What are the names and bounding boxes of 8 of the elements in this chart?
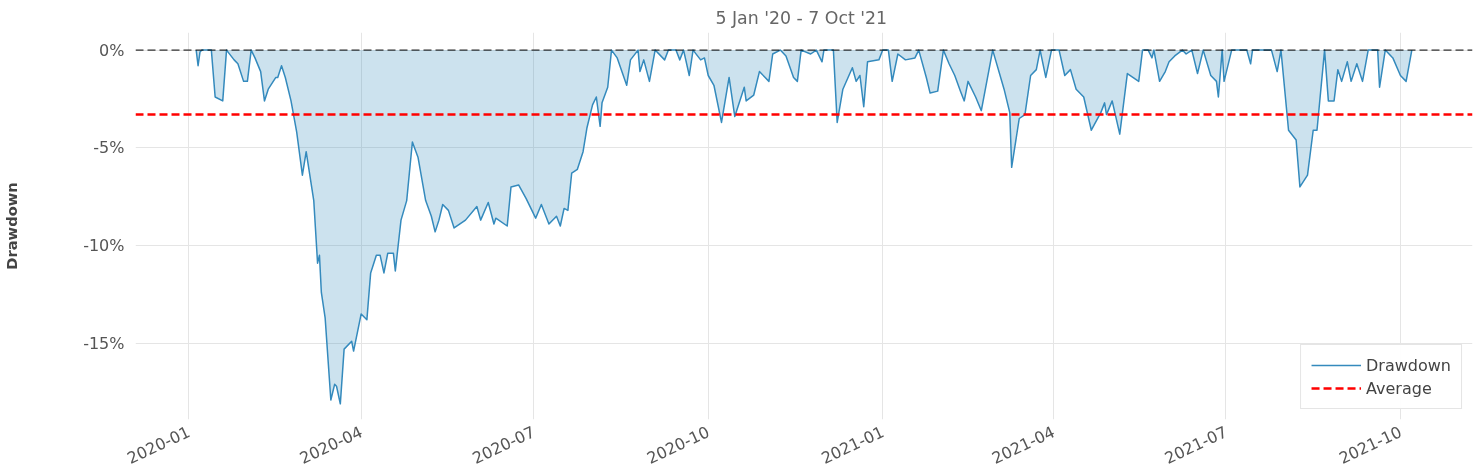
chart-title: 5 Jan '20 - 7 Oct '21	[715, 7, 888, 28]
y-axis-title: Drawdown	[3, 182, 21, 270]
legend-label: Average	[1366, 378, 1432, 398]
y-tick-label: -10%	[83, 236, 125, 256]
legend-label: Drawdown	[1366, 355, 1451, 375]
y-tick-label: -5%	[93, 138, 125, 158]
y-tick-label: 0%	[99, 40, 125, 60]
y-tick-label: -15%	[83, 333, 125, 353]
